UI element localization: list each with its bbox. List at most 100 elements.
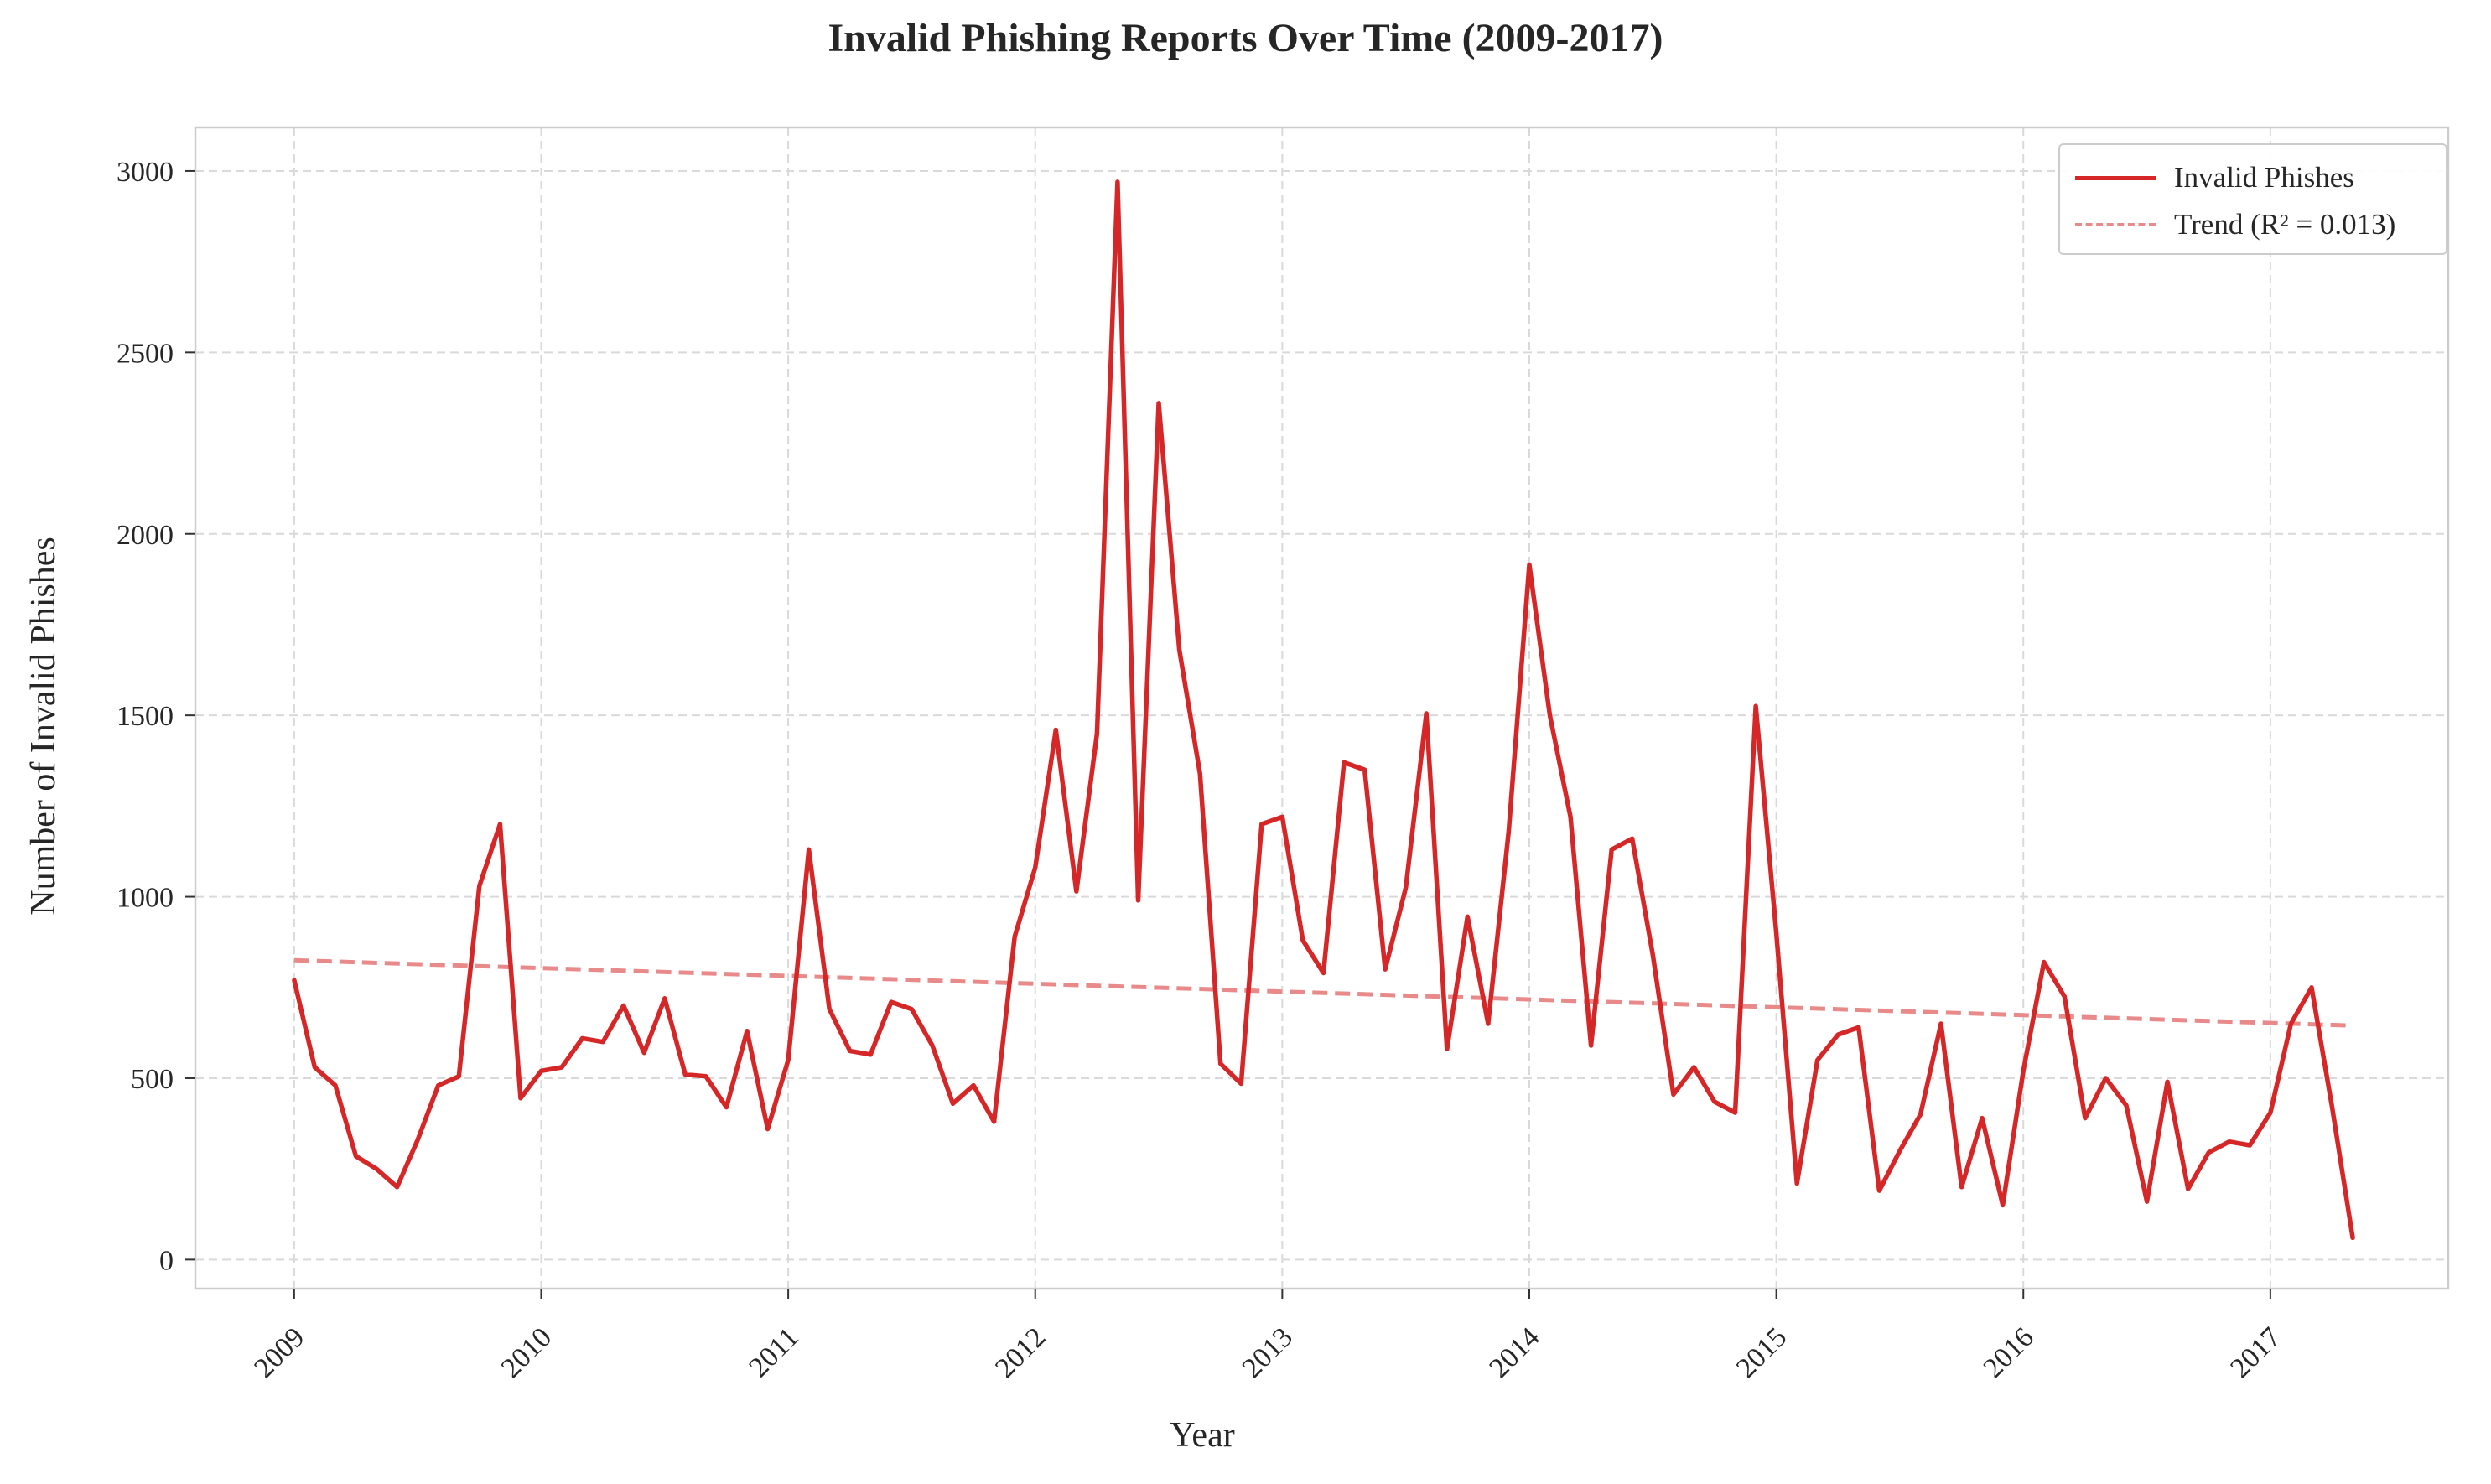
data-point — [498, 822, 502, 826]
y-tick-label: 0 — [159, 1245, 174, 1276]
data-point — [1362, 768, 1367, 772]
series-line-invalid-phishes — [292, 179, 2355, 1241]
data-point — [2351, 1236, 2355, 1240]
data-point — [807, 848, 811, 852]
data-point — [539, 1069, 543, 1073]
data-point — [2063, 994, 2067, 999]
series-lines — [292, 179, 2355, 1241]
data-point — [848, 1049, 852, 1053]
data-point — [1733, 1111, 1737, 1115]
x-tick-label: 2016 — [1978, 1321, 2040, 1383]
data-point — [724, 1105, 729, 1109]
y-tick-label: 2000 — [117, 520, 174, 551]
x-tick-label: 2010 — [496, 1321, 558, 1383]
data-point — [1671, 1092, 1675, 1097]
grid-lines — [195, 127, 2448, 1289]
data-point — [992, 1119, 996, 1123]
data-point — [1507, 829, 1511, 833]
data-point — [1466, 915, 1470, 919]
data-point — [1321, 971, 1326, 975]
legend-item-trend: Trend (R² = 0.013) — [2075, 204, 2395, 246]
data-point — [1157, 401, 1160, 405]
data-point — [375, 1167, 379, 1171]
data-point — [910, 1007, 914, 1011]
data-point — [2268, 1111, 2272, 1115]
data-point — [1692, 1066, 1696, 1069]
x-tick-label: 2011 — [743, 1321, 804, 1383]
data-point — [477, 884, 481, 888]
data-point — [1074, 890, 1078, 894]
y-tick-label: 1500 — [117, 701, 174, 732]
legend-label-trend: Trend (R² = 0.013) — [2174, 208, 2396, 241]
y-tick-label: 500 — [131, 1064, 174, 1095]
x-tick-label: 2017 — [2224, 1321, 2286, 1383]
y-axis-label: Number of Invalid Phishes — [24, 537, 63, 916]
data-point — [683, 1072, 688, 1077]
data-point — [1383, 968, 1388, 972]
data-point — [2083, 1116, 2087, 1120]
data-point — [1815, 1058, 1819, 1062]
data-point — [1404, 885, 1408, 890]
data-point — [1795, 1181, 1799, 1186]
data-point — [1959, 1185, 1964, 1189]
data-point — [1548, 713, 1552, 718]
data-point — [395, 1185, 399, 1189]
x-tick-label: 2015 — [1731, 1321, 1793, 1383]
data-point — [292, 978, 296, 983]
data-point — [2186, 1187, 2190, 1191]
y-tick-label: 1000 — [117, 883, 174, 914]
data-point — [2330, 1105, 2334, 1109]
data-point — [2166, 1080, 2170, 1084]
data-point — [1980, 1116, 1985, 1120]
data-point — [1856, 1025, 1860, 1030]
data-point — [436, 1083, 440, 1087]
data-point — [1897, 1149, 1902, 1153]
data-point — [1054, 728, 1058, 732]
data-point — [1836, 1033, 1840, 1036]
chart-title: Invalid Phishing Reports Over Time (2009… — [828, 16, 1663, 60]
data-point — [662, 996, 667, 1000]
data-point — [580, 1036, 584, 1040]
data-point — [2001, 1203, 2005, 1207]
data-point — [1013, 935, 1017, 939]
data-point — [2248, 1144, 2252, 1147]
data-point — [1445, 1047, 1449, 1051]
data-point — [1259, 822, 1264, 826]
data-point — [1651, 952, 1655, 957]
y-tick-label: 3000 — [117, 157, 174, 188]
data-point — [1177, 648, 1181, 652]
data-point — [1425, 712, 1429, 715]
data-point — [354, 1155, 358, 1158]
y-tick-label: 2500 — [117, 338, 174, 369]
data-point — [2227, 1139, 2231, 1144]
data-point — [2125, 1103, 2128, 1108]
data-point — [518, 1096, 522, 1100]
data-point — [745, 1029, 749, 1033]
plot-frame — [194, 126, 2450, 1290]
data-point — [334, 1083, 337, 1087]
data-point — [1095, 731, 1099, 735]
data-point — [828, 1007, 832, 1011]
x-tick-label: 2013 — [1237, 1321, 1299, 1383]
data-point — [2104, 1077, 2108, 1080]
data-point — [2310, 985, 2313, 989]
x-tick-label: 2009 — [248, 1321, 310, 1383]
data-point — [457, 1074, 461, 1078]
data-point — [2145, 1200, 2149, 1204]
data-point — [1939, 1022, 1943, 1025]
data-point — [703, 1074, 708, 1078]
legend-swatch-trend — [2075, 223, 2156, 226]
data-point — [1486, 1022, 1490, 1025]
data-point — [1754, 704, 1758, 708]
data-point — [1280, 815, 1284, 819]
data-point — [313, 1066, 317, 1069]
data-point — [1877, 1189, 1881, 1193]
data-point — [1218, 1061, 1222, 1066]
data-point — [1589, 1044, 1593, 1047]
data-point — [2289, 1022, 2293, 1025]
data-point — [951, 1102, 955, 1106]
legend-item-invalid-phishes: Invalid Phishes — [2075, 157, 2354, 199]
data-point — [972, 1083, 976, 1087]
data-point — [2207, 1150, 2211, 1155]
data-point — [2021, 1069, 2026, 1073]
